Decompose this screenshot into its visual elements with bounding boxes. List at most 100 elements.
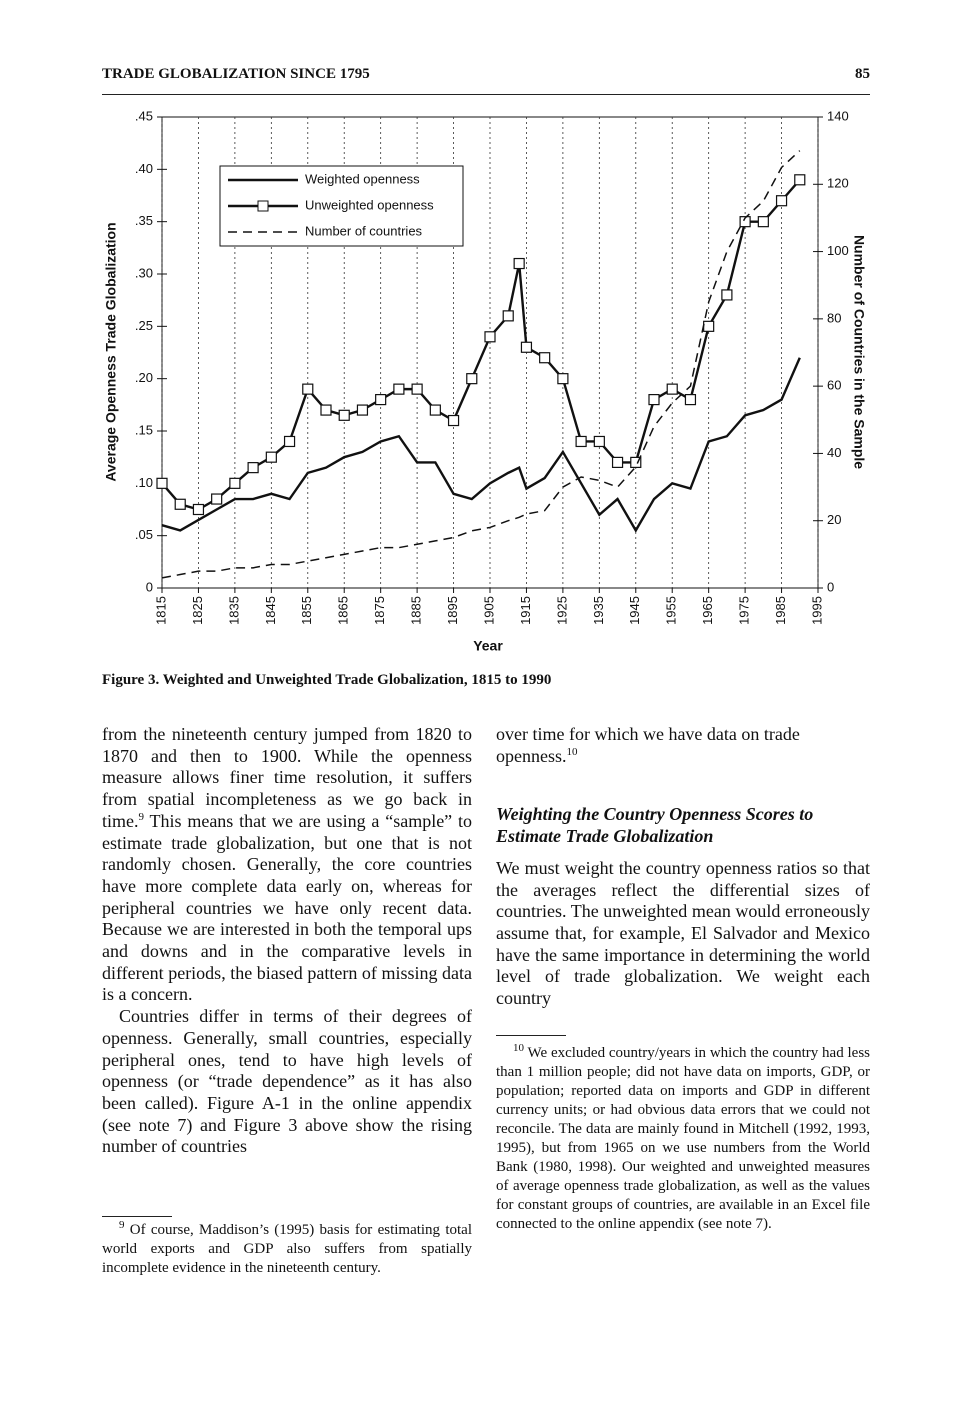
- right-column: over time for which we have data on trad…: [496, 724, 870, 1010]
- data-point: [794, 174, 806, 186]
- data-point: [429, 404, 441, 416]
- x-tick-label: 1865: [336, 596, 351, 625]
- data-point: [338, 409, 350, 421]
- data-point: [611, 456, 624, 468]
- data-point: [302, 383, 314, 395]
- x-axis-title: Year: [473, 638, 503, 654]
- data-point: [356, 404, 369, 416]
- data-point: [192, 503, 205, 516]
- data-point: [721, 289, 733, 301]
- text: over time for which we have data on trad…: [496, 724, 800, 766]
- data-point: [520, 341, 533, 353]
- series-line: [161, 357, 801, 533]
- y-tick-label: .30: [135, 265, 153, 280]
- y-tick-label: .40: [135, 161, 153, 176]
- figure-caption: Figure 3. Weighted and Unweighted Trade …: [102, 672, 552, 688]
- data-point: [757, 216, 769, 228]
- y2-tick-label: 100: [827, 243, 849, 258]
- x-tick-label: 1845: [263, 596, 278, 625]
- data-point: [739, 216, 751, 228]
- footnote: 9 Of course, Maddison’s (1995) basis for…: [102, 1219, 472, 1278]
- paragraph: Countries differ in terms of their degre…: [102, 1006, 472, 1157]
- data-point: [375, 394, 387, 406]
- left-footnotes: 9 Of course, Maddison’s (1995) basis for…: [102, 1216, 472, 1278]
- legend-label: Weighted openness: [305, 171, 420, 186]
- data-point: [229, 477, 241, 489]
- text: This means that we are using a “sample” …: [102, 810, 472, 1005]
- footnote-number: 9: [119, 1219, 125, 1231]
- y2-tick-label: 140: [827, 108, 849, 123]
- footnote: 10 We excluded country/years in which th…: [496, 1043, 870, 1234]
- data-point: [703, 320, 715, 332]
- y2-tick-label: 20: [827, 512, 841, 527]
- paragraph: from the nineteenth century jumped from …: [102, 724, 472, 1006]
- data-point: [513, 257, 525, 270]
- data-point: [447, 414, 460, 427]
- x-tick-label: 1995: [809, 596, 824, 625]
- footnote-ref: 9: [138, 810, 145, 823]
- data-point: [174, 498, 186, 510]
- header-rule: [102, 94, 870, 95]
- section-heading: Weighting the Country Openness Scores to…: [496, 804, 814, 847]
- data-point: [539, 352, 551, 364]
- text: from the nineteenth century jumped from …: [102, 724, 472, 831]
- y2-tick-label: 80: [827, 310, 841, 325]
- x-tick-label: 1895: [445, 596, 460, 625]
- page-number: 85: [855, 66, 870, 82]
- x-tick-label: 1825: [190, 596, 205, 625]
- legend-marker: [257, 200, 269, 212]
- x-tick-label: 1955: [664, 596, 679, 625]
- x-tick-label: 1875: [372, 596, 387, 625]
- legend-label: Unweighted openness: [305, 197, 434, 212]
- x-tick-label: 1835: [226, 596, 241, 625]
- x-tick-label: 1985: [773, 596, 788, 625]
- y-tick-label: 0: [146, 579, 153, 594]
- data-point: [265, 451, 277, 463]
- x-tick-label: 1965: [700, 596, 715, 625]
- footnote-rule: [102, 1216, 172, 1217]
- y2-tick-label: 0: [827, 579, 834, 594]
- data-point: [648, 394, 660, 406]
- footnote-rule: [496, 1035, 566, 1036]
- y-tick-label: .10: [135, 475, 153, 490]
- y2-axis-title: Number of Countries in the Sample: [851, 235, 867, 469]
- x-tick-label: 1885: [409, 596, 424, 625]
- x-tick-label: 1925: [554, 596, 569, 625]
- data-point: [684, 394, 697, 406]
- left-column: from the nineteenth century jumped from …: [102, 724, 472, 1158]
- x-tick-label: 1815: [153, 596, 168, 625]
- data-point: [593, 435, 605, 448]
- data-point: [575, 435, 587, 448]
- y2-tick-label: 40: [827, 445, 841, 460]
- series-line: [161, 150, 801, 579]
- y2-tick-label: 120: [827, 176, 849, 191]
- data-point: [211, 493, 223, 505]
- data-point: [247, 462, 259, 474]
- data-point: [156, 477, 168, 489]
- data-point: [411, 383, 423, 395]
- data-point: [666, 383, 678, 395]
- legend-label: Number of countries: [305, 223, 423, 238]
- paragraph: We must weight the country openness rati…: [496, 857, 870, 1009]
- data-point: [320, 404, 332, 416]
- data-point: [557, 373, 569, 385]
- y-tick-label: .20: [135, 370, 153, 385]
- x-tick-label: 1935: [591, 596, 606, 625]
- y-tick-label: .45: [135, 108, 153, 123]
- running-title: TRADE GLOBALIZATION SINCE 1795: [102, 66, 370, 82]
- text: Of course, Maddison’s (1995) basis for e…: [102, 1222, 472, 1276]
- paragraph: over time for which we have data on trad…: [496, 724, 870, 767]
- text: We excluded country/years in which the c…: [496, 1045, 870, 1232]
- x-tick-label: 1945: [627, 596, 642, 625]
- y-tick-label: .25: [135, 318, 153, 333]
- x-tick-label: 1855: [299, 596, 314, 625]
- data-point: [466, 373, 478, 385]
- chart: Year Average Openness Trade Globalizatio…: [103, 108, 868, 654]
- data-point: [283, 435, 296, 448]
- data-point: [775, 195, 788, 207]
- y-tick-label: .15: [135, 422, 153, 437]
- footnote-ref: 10: [566, 745, 578, 758]
- x-tick-label: 1975: [737, 596, 752, 625]
- y-tick-label: .35: [135, 213, 153, 228]
- right-footnotes: 10 We excluded country/years in which th…: [496, 1035, 870, 1234]
